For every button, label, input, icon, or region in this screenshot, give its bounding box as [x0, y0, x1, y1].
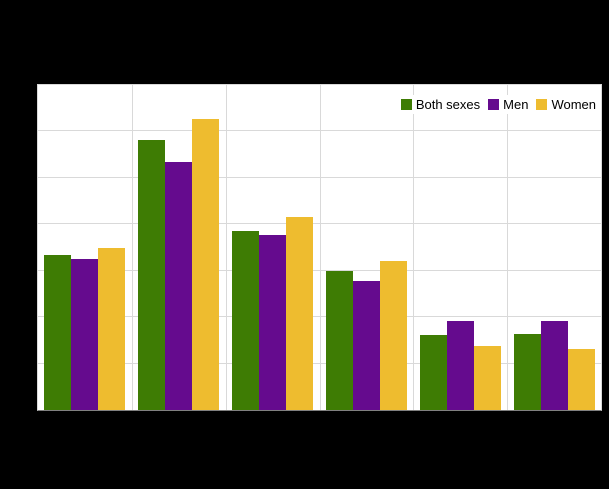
x-gridline — [319, 85, 321, 410]
legend-label-women: Women — [551, 97, 596, 112]
x-gridline — [131, 85, 133, 410]
bar-both-sexes — [44, 254, 72, 410]
bar-both-sexes — [325, 270, 353, 410]
bar-men — [165, 162, 193, 410]
x-gridline — [507, 85, 509, 410]
bar-men — [259, 235, 287, 410]
legend-label-men: Men — [503, 97, 529, 112]
legend-swatch-both-sexes — [400, 99, 412, 110]
plot-area: Both sexes Men Women — [37, 84, 602, 411]
bar-women — [192, 119, 220, 410]
bar-both-sexes — [138, 139, 166, 410]
legend: Both sexes Men Women — [397, 95, 599, 114]
bar-women — [98, 248, 126, 410]
bar-men — [352, 280, 380, 410]
bar-both-sexes — [513, 333, 541, 410]
bar-women — [473, 345, 501, 410]
legend-item-women: Women — [536, 97, 596, 112]
bar-women — [567, 348, 595, 410]
x-gridline — [225, 85, 227, 410]
legend-item-both-sexes: Both sexes — [400, 97, 481, 112]
legend-swatch-men — [488, 99, 500, 110]
bar-men — [540, 320, 568, 410]
bar-men — [71, 258, 99, 410]
legend-label-both-sexes: Both sexes — [415, 97, 481, 112]
x-gridline — [413, 85, 415, 410]
bar-women — [379, 260, 407, 410]
bar-men — [446, 320, 474, 410]
bar-women — [286, 216, 314, 410]
bar-both-sexes — [419, 334, 447, 410]
legend-item-men: Men — [488, 97, 528, 112]
legend-swatch-women — [536, 99, 548, 110]
bar-both-sexes — [232, 230, 260, 410]
